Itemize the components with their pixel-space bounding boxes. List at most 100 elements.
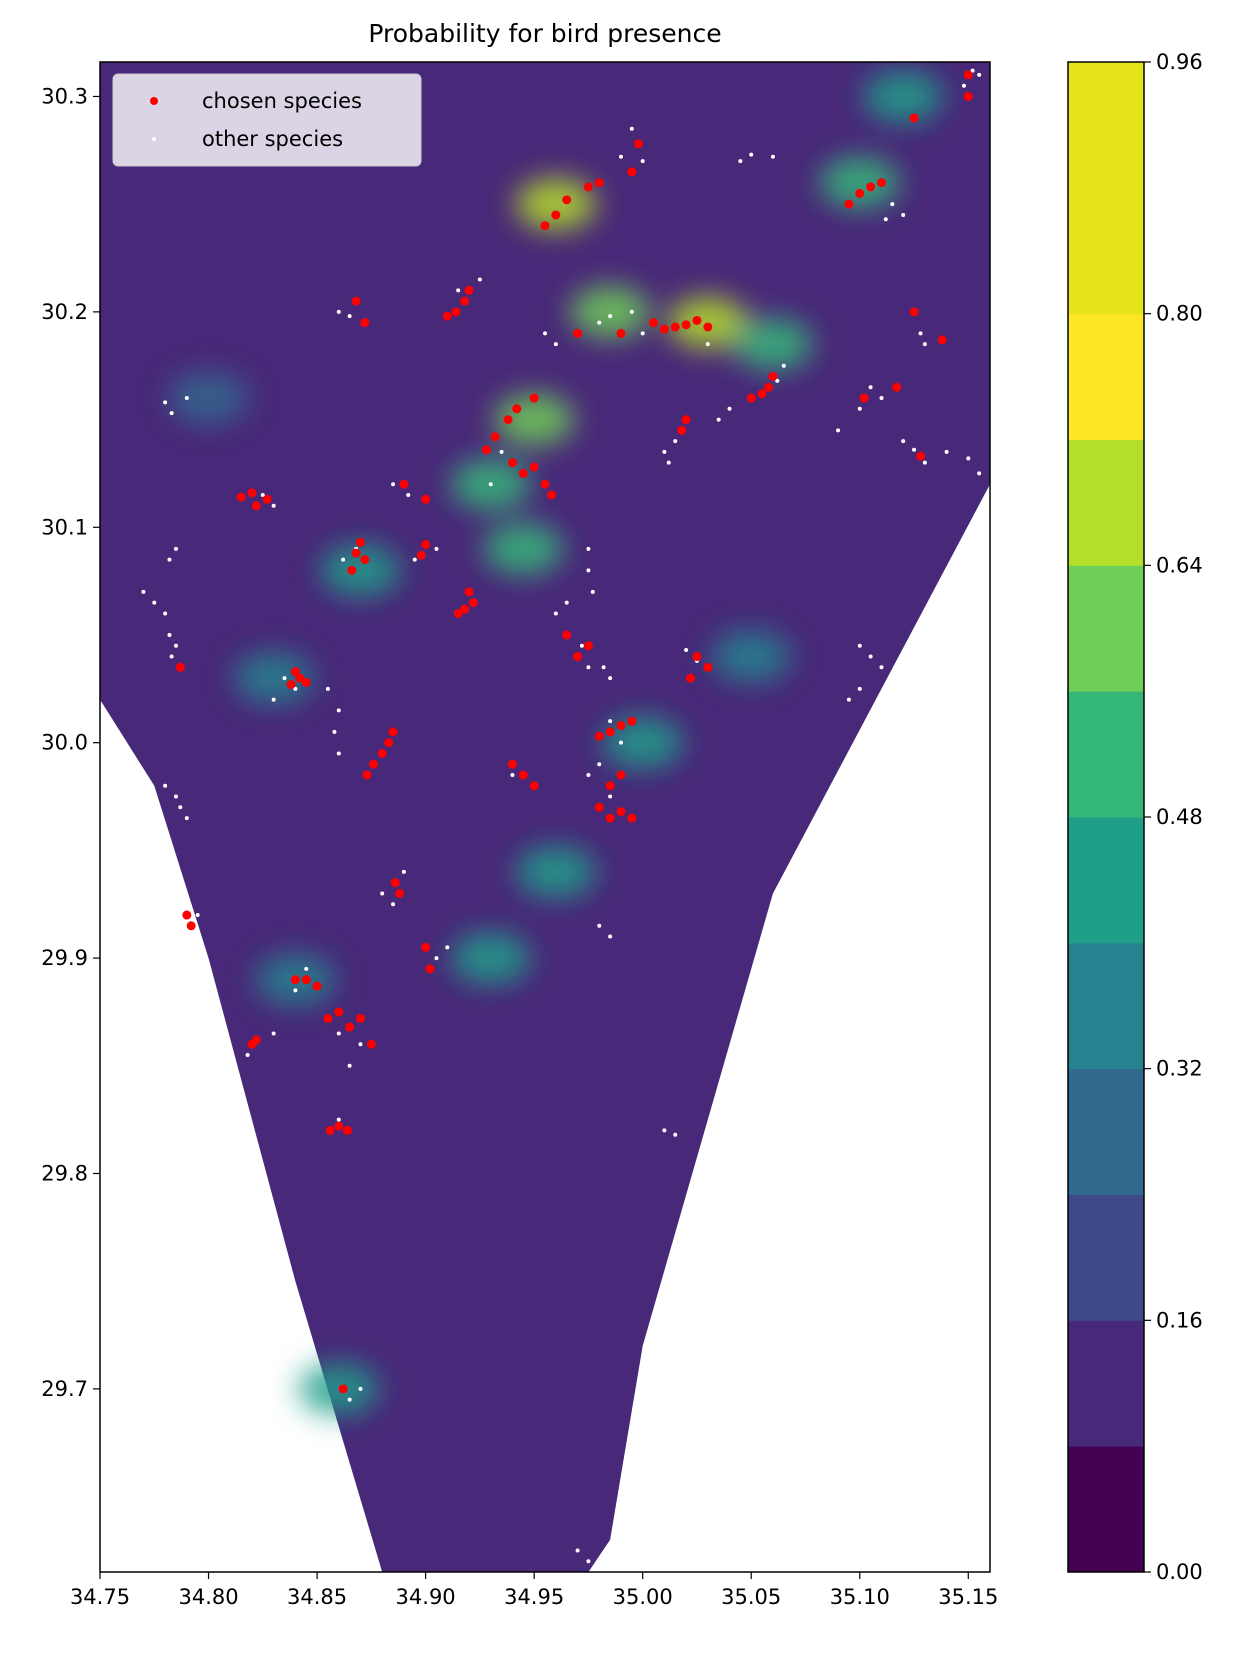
other-species-point [336,1031,341,1036]
other-species-point [336,309,341,314]
y-tick-label: 29.8 [41,1161,88,1185]
other-species-point [836,428,841,433]
other-species-point [184,816,189,821]
hotspot [570,285,651,338]
chosen-species-point [334,1121,344,1131]
other-species-point [499,449,504,454]
other-species-point [401,869,406,874]
other-species-point [727,406,732,411]
chosen-species-point [677,425,687,435]
other-species-point [167,557,172,562]
chosen-species-point [416,550,426,560]
other-species-point [260,492,265,497]
other-species-point [152,600,157,605]
chosen-species-point [421,540,431,550]
chosen-species-point [616,807,626,817]
other-species-point [445,945,450,950]
other-species-point [586,772,591,777]
other-species-point [883,217,888,222]
other-species-point [195,913,200,918]
other-species-point [271,503,276,508]
other-species-point [684,648,689,653]
chosen-species-point [855,188,865,198]
other-species-point [608,794,613,799]
y-tick-label: 30.2 [41,300,88,324]
chosen-species-point [605,781,615,791]
chosen-species-point [551,210,561,220]
chosen-species-point [616,328,626,338]
chosen-species-point [395,888,405,898]
other-species-point [336,751,341,756]
chosen-species-point [518,770,528,780]
chosen-species-point [605,727,615,737]
hotspot [233,652,314,705]
chosen-species-point [338,1384,348,1394]
chosen-species-point [290,975,300,985]
other-species-point [173,794,178,799]
other-species-point [705,1128,710,1133]
chosen-species-point [355,1013,365,1023]
other-species-point [977,536,982,541]
other-species-point [608,676,613,681]
chosen-species-point [703,662,713,672]
other-species-point [391,902,396,907]
other-species-point [629,126,634,131]
other-species-point [406,492,411,497]
other-species-point [358,1042,363,1047]
other-species-point [662,1128,667,1133]
chosen-species-point [605,813,615,823]
other-species-point [347,1063,352,1068]
other-species-point [608,719,613,724]
other-species-point [477,277,482,282]
chosen-species-point [442,311,452,321]
colorbar-band [1068,1320,1144,1447]
x-tick-label: 34.85 [287,1585,347,1609]
other-species-point [662,449,667,454]
chosen-species-point [390,878,400,888]
chosen-species-point [562,630,572,640]
other-species-point [575,1548,580,1553]
colorbar-tick-label: 0.64 [1156,553,1203,577]
chosen-species-point [399,479,409,489]
other-species-point [553,611,558,616]
chosen-species-point [342,1125,352,1135]
other-species-point [380,891,385,896]
plot-area [100,62,990,1572]
chosen-species-point [616,770,626,780]
chosen-species-point [616,720,626,730]
chosen-species-point [366,1039,376,1049]
chosen-species-point [360,555,370,565]
other-species-point [666,460,671,465]
other-species-point [716,417,721,422]
chosen-species-point [866,182,876,192]
chosen-species-point [876,178,886,188]
legend-box [112,73,422,167]
chosen-species-point [757,389,767,399]
hotspot [515,178,596,231]
other-species-point [879,665,884,670]
chosen-species-point [295,673,305,683]
other-species-point [879,396,884,401]
chosen-species-point [573,652,583,662]
hotspot [515,845,596,898]
chosen-species-series [175,70,973,1394]
colorbar-tick-label: 0.32 [1156,1057,1203,1081]
other-species-point [770,154,775,159]
chosen-species-point [507,759,517,769]
other-species-point [857,643,862,648]
y-tick-label: 30.3 [41,84,88,108]
other-species-point [629,309,634,314]
chosen-species-point [768,371,778,381]
chosen-species-point [692,652,702,662]
other-species-point [412,557,417,562]
chosen-species-point [388,727,398,737]
other-species-point [857,686,862,691]
other-species-point [173,546,178,551]
colorbar-band [1068,439,1144,566]
x-tick-label: 35.05 [721,1585,781,1609]
other-species-point [341,557,346,562]
other-species-point [966,456,971,461]
chosen-species-point [594,178,604,188]
other-species-point [597,320,602,325]
